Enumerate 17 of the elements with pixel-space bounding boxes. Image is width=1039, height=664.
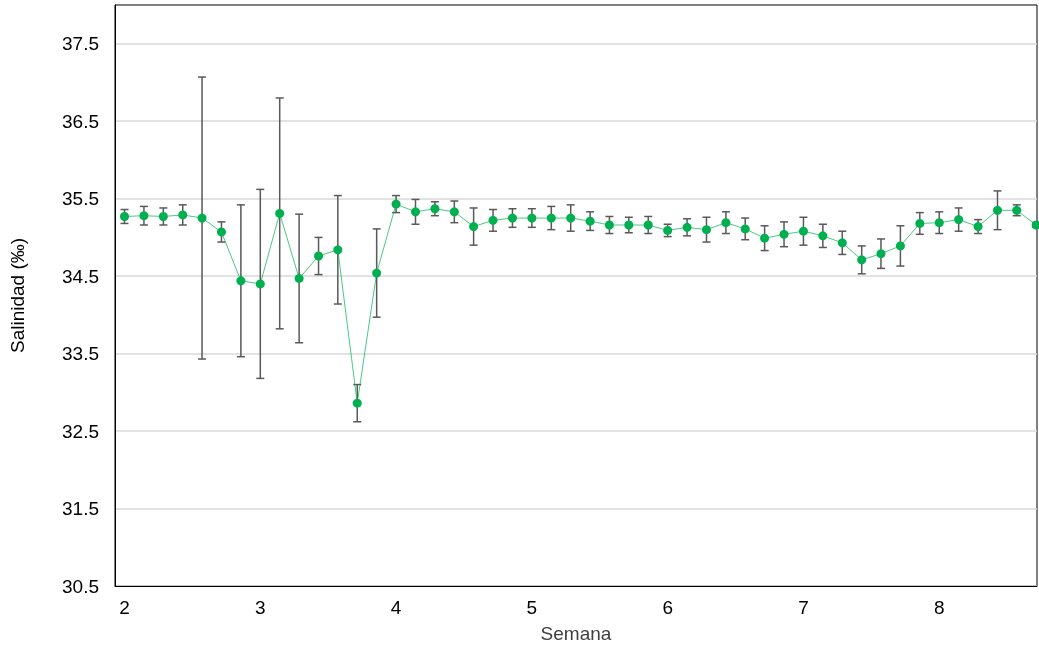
y-tick-label: 30.5 bbox=[62, 575, 99, 597]
x-tick-label: 7 bbox=[798, 597, 809, 618]
y-tick-label: 32.5 bbox=[62, 420, 99, 442]
x-tick-label: 6 bbox=[662, 597, 673, 618]
y-tick-label: 34.5 bbox=[62, 265, 99, 287]
y-tick-label: 36.5 bbox=[62, 110, 99, 132]
y-tick-label: 35.5 bbox=[62, 188, 99, 210]
x-axis-title: Semana bbox=[540, 623, 612, 644]
x-tick-label: 8 bbox=[933, 597, 945, 618]
y-tick-label: 33.5 bbox=[62, 343, 99, 365]
x-tick-label: 3 bbox=[255, 597, 266, 618]
y-tick-label: 31.5 bbox=[62, 498, 99, 520]
x-tick-label: 2 bbox=[119, 597, 130, 618]
x-tick-label: 5 bbox=[526, 597, 538, 618]
x-tick-label: 4 bbox=[390, 597, 402, 618]
y-axis-title: Salinidad (‰) bbox=[7, 237, 28, 354]
y-tick-label: 37.5 bbox=[62, 33, 99, 55]
